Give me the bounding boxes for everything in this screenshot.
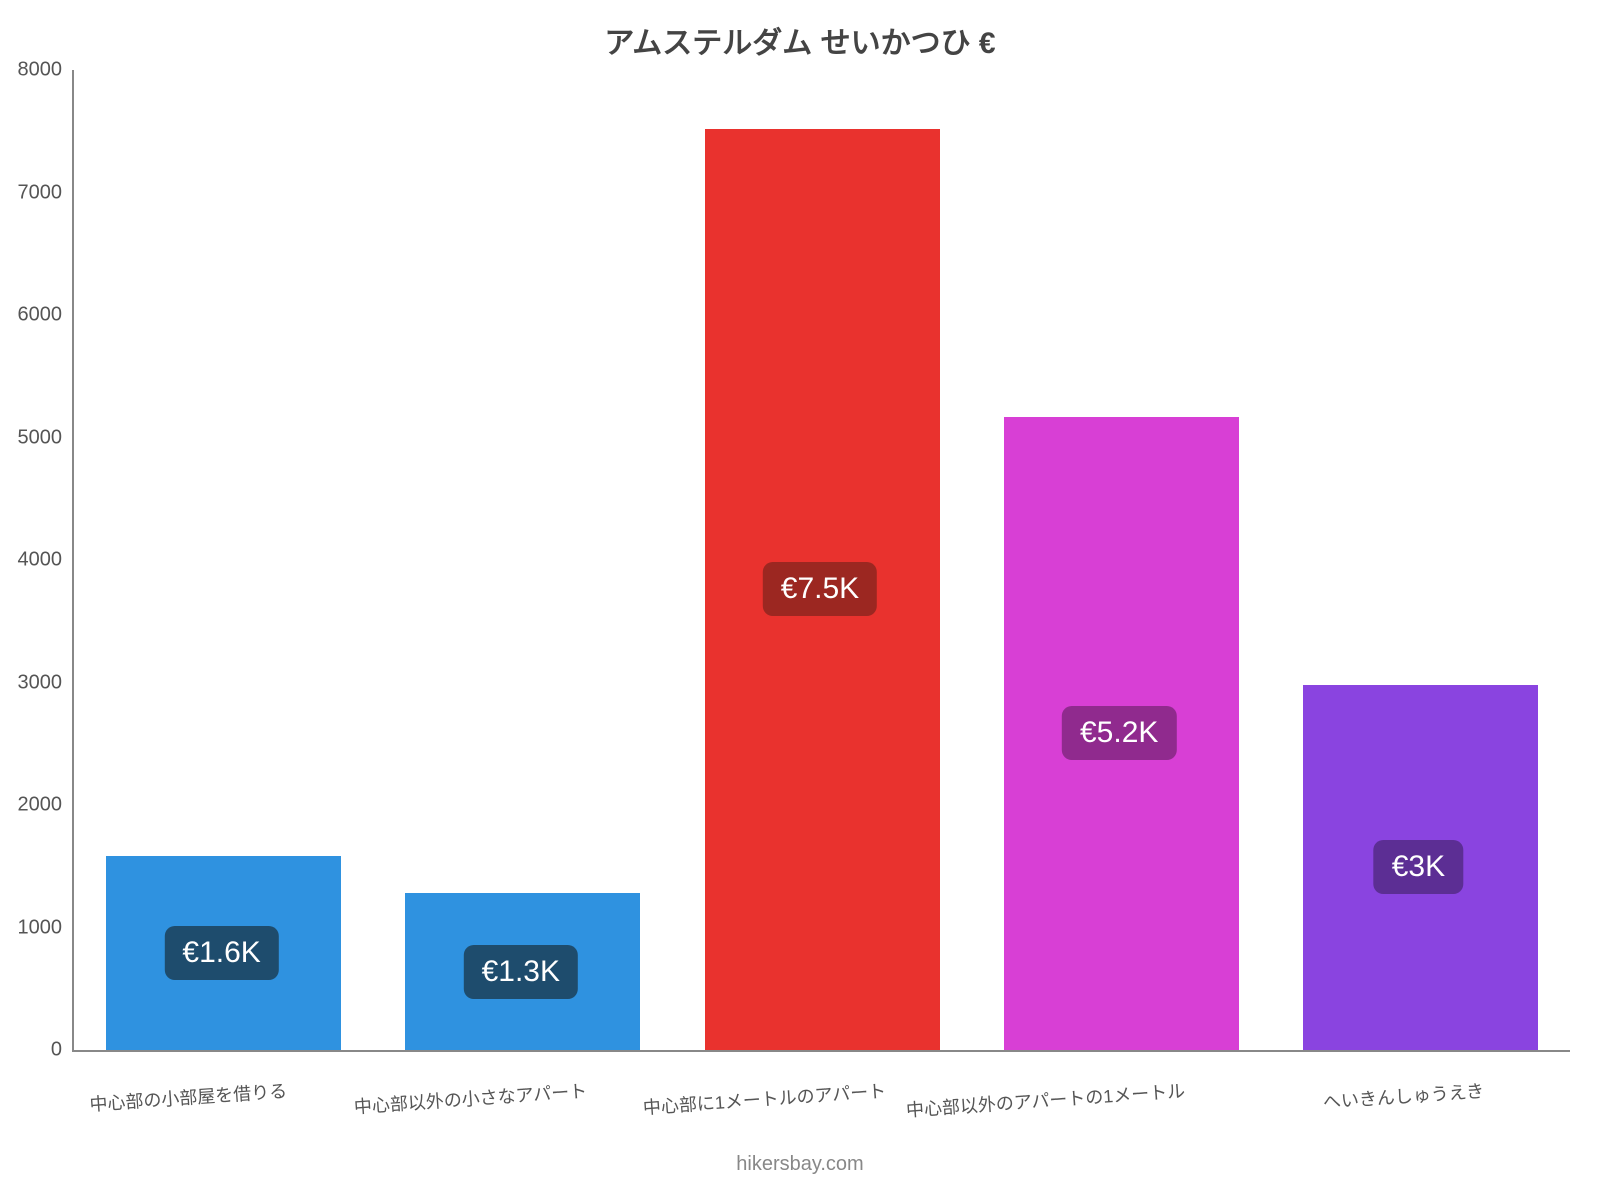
y-tick-label: 0 [0,1039,62,1062]
y-tick-label: 8000 [0,59,62,82]
y-tick-label: 7000 [0,181,62,204]
x-tick-label: 中心部に1メートルのアパート [642,1077,887,1120]
cost-of-living-chart: アムステルダム せいかつひ € hikersbay.com 0 1000 2000 3… [0,0,1600,1200]
chart-footer: hikersbay.com [0,1153,1600,1176]
y-tick-label: 4000 [0,549,62,572]
bar-value-badge: €7.5K [763,562,877,616]
x-tick-label: 中心部の小部屋を借りる [89,1077,288,1117]
x-tick-label: 中心部以外の小さなアパート [353,1077,588,1119]
y-tick-label: 5000 [0,426,62,449]
bar-value-badge: €5.2K [1062,706,1176,760]
x-tick-label: へいきんしゅうえき [1322,1077,1485,1114]
plot-area [72,70,1570,1052]
y-tick-label: 6000 [0,304,62,327]
y-tick-label: 1000 [0,916,62,939]
y-tick-label: 3000 [0,671,62,694]
bar-value-badge: €1.6K [164,926,278,980]
chart-title: アムステルダム せいかつひ € [0,18,1600,62]
y-tick-label: 2000 [0,794,62,817]
x-tick-label: 中心部以外のアパートの1メートル [905,1077,1186,1122]
bar-value-badge: €3K [1374,840,1463,894]
bar-value-badge: €1.3K [464,945,578,999]
